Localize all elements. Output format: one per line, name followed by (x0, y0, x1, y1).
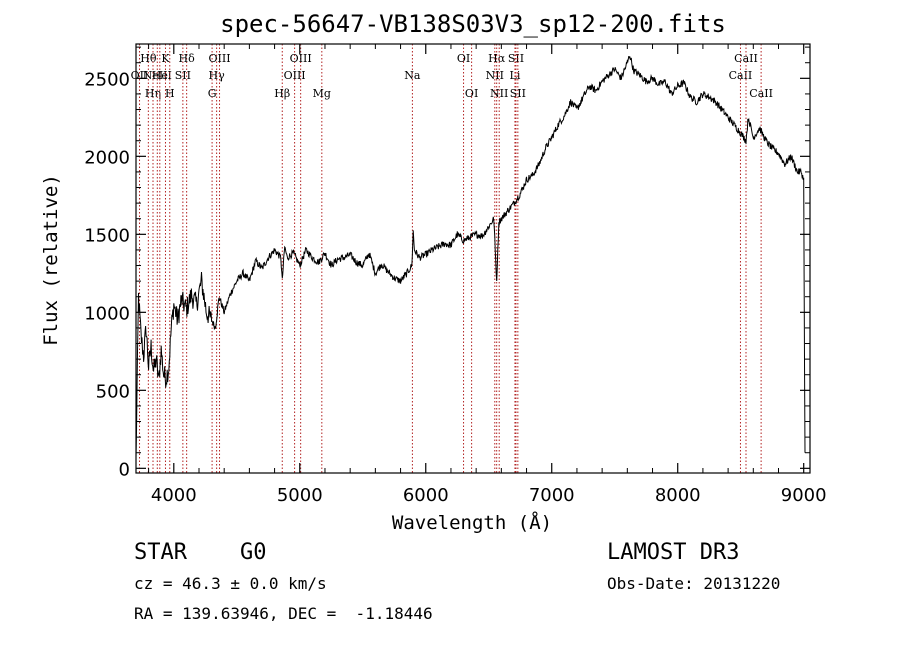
line-label-12: Hβ (274, 87, 290, 100)
line-label-23: SII (508, 52, 524, 65)
y-tick-label-3: 1500 (84, 225, 130, 246)
line-label-6: H (165, 87, 175, 100)
line-label-15: Mg (313, 87, 331, 100)
line-label-5: K (161, 52, 170, 65)
line-label-16: Na (404, 69, 421, 82)
x-tick-label-0: 4000 (151, 485, 197, 506)
plot-frame (135, 43, 811, 474)
line-label-3: NeIII (143, 69, 172, 82)
line-label-10: Hγ (209, 69, 226, 82)
line-label-9: G (208, 87, 217, 100)
line-label-2: Hη (145, 87, 161, 100)
line-label-1: Hθ (140, 52, 157, 65)
line-label-25: CaII (729, 69, 753, 82)
spectral-line-markers: OIIHθHηNeIIIHeKHSIIHδGHγOIIIHβOIIIOIIIMg… (131, 44, 773, 473)
line-label-17: OI (457, 52, 470, 65)
y-tick-label-4: 2000 (84, 147, 130, 168)
line-label-26: CaII (734, 52, 758, 65)
line-label-18: OI (465, 87, 478, 100)
y-tick-label-5: 2500 (84, 69, 130, 90)
line-label-27: CaII (749, 87, 773, 100)
x-tick-label-3: 7000 (529, 485, 575, 506)
x-tick-label-5: 9000 (781, 485, 827, 506)
survey-name: LAMOST DR3 (607, 540, 740, 565)
y-tick-label-1: 500 (96, 381, 130, 402)
observation-date: Obs-Date: 20131220 (607, 574, 781, 593)
spectrum-line (135, 55, 806, 458)
line-label-4: He (152, 69, 168, 82)
y-axis: 0 500 1000 1500 2000 2500 (84, 46, 810, 480)
redshift-value: cz = 46.3 ± 0.0 km/s (134, 574, 327, 593)
object-subclass: G0 (240, 540, 267, 565)
object-class: STAR (134, 540, 187, 565)
x-tick-label-1: 5000 (277, 485, 323, 506)
line-label-24: SII (510, 87, 526, 100)
line-label-11: OIII (208, 52, 230, 65)
line-label-8: Hδ (179, 52, 196, 65)
chart-title: spec-56647-VB138S03V3_sp12-200.fits (220, 10, 726, 38)
line-label-22: Li (510, 69, 521, 82)
x-axis-label: Wavelength (Å) (392, 511, 552, 534)
line-label-19: NII (486, 69, 504, 82)
line-label-14: OIII (290, 52, 312, 65)
line-label-7: SII (175, 69, 191, 82)
coordinates: RA = 139.63946, DEC = -1.18446 (134, 604, 433, 623)
line-label-13: OIII (284, 69, 306, 82)
line-label-20: Hα (488, 52, 506, 65)
y-axis-label: Flux (relative) (40, 174, 62, 346)
y-tick-label-0: 0 (119, 459, 130, 480)
x-axis: 4000 5000 6000 7000 8000 9000 (148, 44, 827, 506)
line-label-21: NII (490, 87, 508, 100)
spectrum-series (135, 55, 806, 458)
x-tick-label-4: 8000 (655, 485, 701, 506)
x-tick-label-2: 6000 (403, 485, 449, 506)
y-tick-label-2: 1000 (84, 303, 130, 324)
